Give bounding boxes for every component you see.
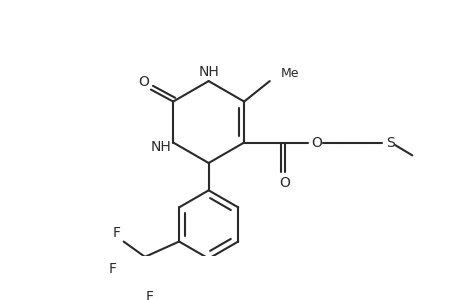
Text: F: F [112,226,121,240]
Text: S: S [385,136,394,149]
Text: Me: Me [280,67,299,80]
Text: NH: NH [151,140,171,154]
Text: O: O [139,75,149,89]
Text: F: F [145,290,153,300]
Text: NH: NH [198,65,218,79]
Text: O: O [311,136,321,149]
Text: F: F [108,262,116,276]
Text: O: O [279,176,290,190]
